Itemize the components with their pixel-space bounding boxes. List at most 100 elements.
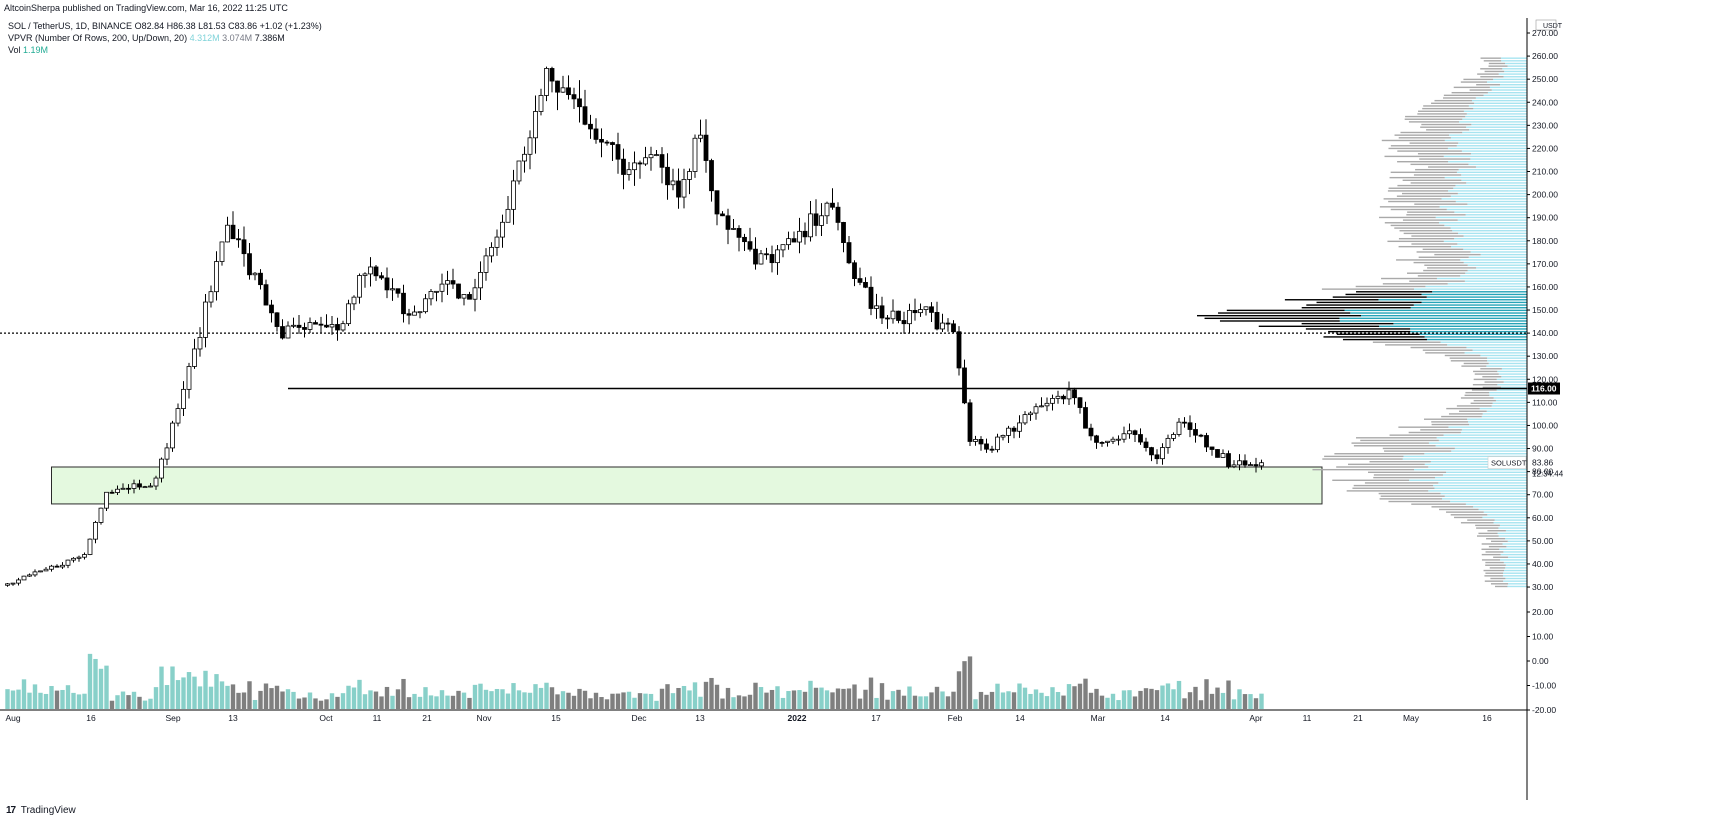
- time-axis[interactable]: Aug 16 Sep 13 Oct 11 21 Nov 15 Dec 13 2022 17 Feb 14 Ma…: [0, 709, 1527, 723]
- volume-bar: [907, 686, 912, 709]
- candle-body: [725, 215, 731, 230]
- vp-row-up: [1460, 259, 1527, 261]
- legend-vpvr-row[interactable]: VPVR (Number Of Rows, 200, Up/Down, 20) …: [8, 32, 322, 44]
- candle-body: [390, 288, 395, 291]
- vp-row-up: [1470, 153, 1527, 155]
- volume-bar: [599, 697, 604, 709]
- candle-body: [709, 160, 714, 192]
- candle-body: [489, 246, 494, 257]
- volume-bar: [1011, 692, 1017, 709]
- vp-row-up: [1433, 484, 1527, 487]
- axis-unit-box: [1535, 19, 1557, 31]
- vp-row-up: [1486, 365, 1527, 367]
- volume-bar: [857, 698, 863, 709]
- volume-bar: [60, 689, 65, 709]
- vp-row-down: [1418, 110, 1464, 112]
- candle-body: [791, 238, 797, 243]
- candle-body: [571, 94, 577, 100]
- volume-bar: [1044, 696, 1050, 709]
- time-tick-label: Feb: [948, 713, 963, 723]
- vp-row-down: [1411, 235, 1464, 237]
- vp-row-down: [1439, 508, 1479, 511]
- chart-legend: SOL / TetherUS, 1D, BINANCE O82.84 H86.3…: [8, 20, 322, 56]
- volume-bar: [819, 687, 824, 709]
- volume-bar: [351, 687, 357, 709]
- vp-row-up: [1464, 280, 1527, 282]
- volume-bar: [764, 692, 769, 709]
- vp-row-up: [1451, 450, 1527, 452]
- volume-bar: [852, 684, 857, 709]
- candle-body: [335, 324, 340, 331]
- price-tick-label: 220.00: [1532, 143, 1558, 153]
- candle-body: [54, 565, 60, 568]
- candle-body: [87, 538, 93, 555]
- vp-row-down: [1456, 405, 1492, 407]
- vp-row-up: [1449, 134, 1527, 136]
- volume-bar: [736, 695, 742, 709]
- volume-bar: [879, 683, 885, 709]
- vp-row-up: [1467, 418, 1527, 420]
- volume-bar: [445, 695, 450, 709]
- candle-body: [945, 322, 951, 325]
- legend-vol-row[interactable]: Vol 1.19M: [8, 44, 322, 56]
- vp-row-up: [1339, 320, 1527, 322]
- vp-row-up: [1438, 439, 1527, 442]
- volume-bar: [1050, 687, 1055, 709]
- volume-bar: [494, 688, 500, 709]
- candle-body: [687, 171, 692, 180]
- vp-row-up: [1494, 519, 1527, 521]
- vp-row-up: [1459, 121, 1527, 123]
- candle-body: [1099, 441, 1105, 444]
- legend-symbol-row[interactable]: SOL / TetherUS, 1D, BINANCE O82.84 H86.3…: [8, 20, 322, 32]
- volume-bar: [428, 695, 434, 709]
- vp-row-up: [1463, 110, 1527, 112]
- time-tick-label: 13: [695, 713, 705, 723]
- candle-body: [131, 483, 137, 489]
- volume-bar: [346, 685, 351, 709]
- candle-body: [38, 570, 43, 573]
- vp-row-up: [1466, 126, 1527, 128]
- candles: [5, 66, 1264, 587]
- vp-row-up: [1460, 431, 1527, 434]
- vp-row-up: [1458, 168, 1527, 171]
- candle-body: [1083, 407, 1088, 429]
- vp-row-down: [1434, 253, 1481, 256]
- vp-row-down: [1423, 269, 1468, 272]
- vp-row-down: [1353, 484, 1434, 487]
- candle-body: [819, 215, 824, 226]
- volume-bars: [5, 653, 1264, 709]
- vp-row-down: [1446, 511, 1484, 513]
- candle-body: [676, 180, 681, 198]
- candle-body: [27, 574, 32, 577]
- candle-body: [164, 447, 170, 460]
- candle-body: [1204, 435, 1209, 448]
- vp-row-down: [1485, 551, 1504, 553]
- candle-body: [159, 458, 164, 479]
- volume-bar: [698, 696, 703, 709]
- volume-bar: [384, 686, 390, 709]
- vp-row-up: [1450, 500, 1527, 503]
- vp-row-down: [1473, 378, 1497, 381]
- volume-bar: [775, 686, 780, 709]
- vp-row-down: [1384, 450, 1452, 452]
- candle-body: [1182, 421, 1187, 424]
- vp-row-up: [1505, 530, 1527, 532]
- candle-body: [1171, 434, 1176, 439]
- volume-bar: [588, 698, 593, 709]
- vp-row-down: [1420, 429, 1462, 431]
- vp-row-up: [1480, 253, 1527, 256]
- candle-body: [692, 137, 698, 172]
- volume-bar: [395, 689, 401, 709]
- vp-row-down: [1414, 203, 1468, 205]
- vp-row-up: [1442, 474, 1527, 476]
- volume-bar: [98, 668, 104, 709]
- vp-row-down: [1423, 105, 1469, 107]
- price-tick-label: 160.00: [1532, 282, 1558, 292]
- volume-tick-label: 10.00: [1532, 632, 1554, 642]
- vp-row-down: [1449, 357, 1488, 359]
- vp-row-down: [1413, 261, 1464, 264]
- volume-bar: [274, 685, 280, 709]
- vp-row-up: [1470, 158, 1527, 160]
